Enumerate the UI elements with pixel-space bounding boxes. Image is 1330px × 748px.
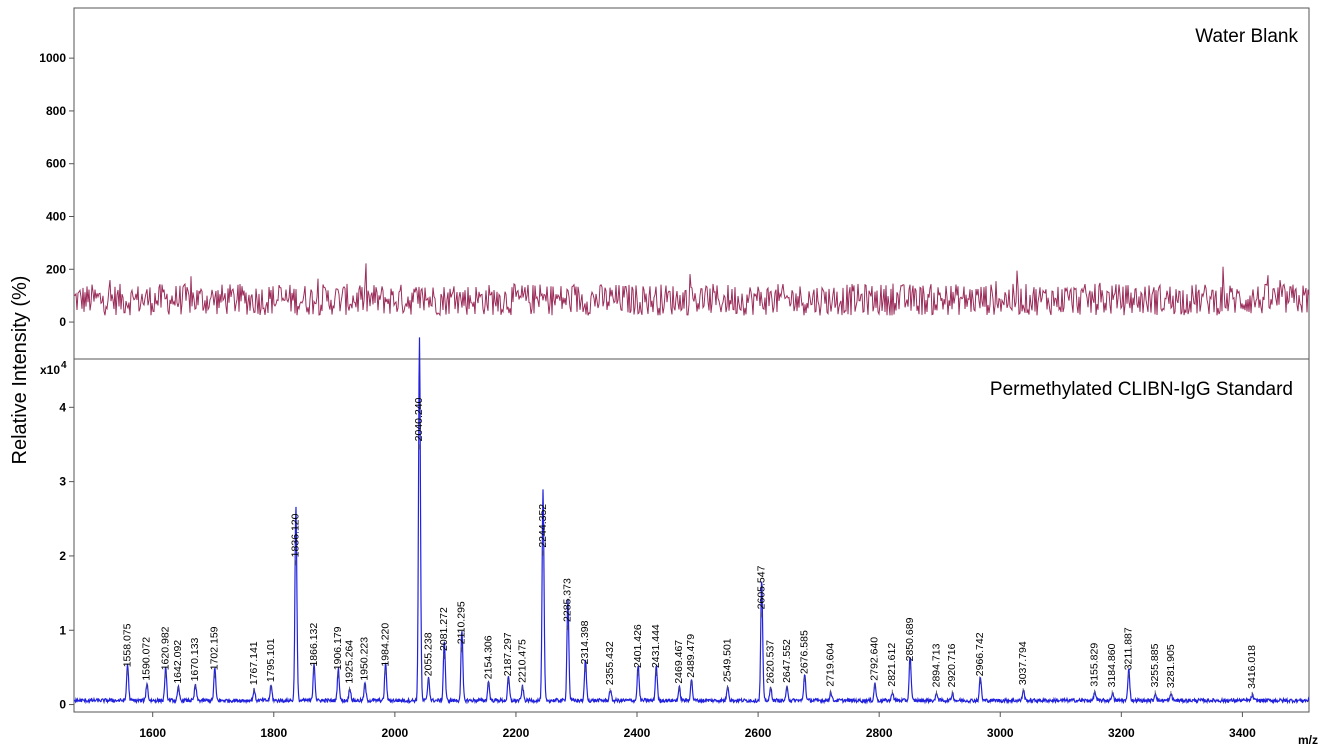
peak-label: 2966.742 — [974, 632, 986, 676]
peak-label: 2110.295 — [456, 601, 468, 644]
peak-label: 1670.133 — [189, 637, 201, 681]
peak-label: 2285.373 — [562, 578, 574, 622]
y-exponent-base: x10 — [40, 363, 60, 377]
bottom-ytick-label: 1 — [59, 623, 66, 637]
peak-label: 2792.640 — [869, 637, 881, 681]
peak-label: 1558.075 — [121, 623, 133, 667]
top-ytick-label: 0 — [59, 315, 66, 329]
peak-label: 1620.982 — [159, 626, 171, 670]
bottom-y-axis: 0 1 2 3 4 — [59, 400, 74, 712]
peak-label: 2469.467 — [673, 640, 685, 684]
peak-label: 1590.072 — [141, 637, 153, 681]
xtick-label: 3400 — [1229, 726, 1256, 740]
peak-label: 2055.238 — [422, 632, 434, 676]
peak-label: 1950.223 — [359, 637, 371, 681]
xtick-label: 2200 — [503, 726, 530, 740]
peak-label: 2850.689 — [904, 617, 916, 661]
peak-label: 1836.120 — [290, 513, 302, 557]
peak-label: 2081.272 — [438, 607, 450, 651]
peak-label: 3211.887 — [1123, 627, 1135, 670]
peak-label: 1767.141 — [248, 641, 260, 685]
y-axis-label: Relative Intensity (%) — [9, 276, 31, 465]
peak-label: 3155.829 — [1089, 643, 1101, 687]
bottom-ytick-label: 4 — [59, 400, 66, 414]
peak-label: 2549.501 — [722, 638, 734, 682]
bottom-panel-title: Permethylated CLIBN-IgG Standard — [990, 379, 1293, 400]
peak-label: 2355.432 — [604, 641, 616, 685]
peak-label: 2040.240 — [413, 397, 425, 441]
peak-label: 3416.018 — [1246, 645, 1258, 689]
bottom-ytick-label: 0 — [59, 698, 66, 712]
peak-label: 1984.220 — [379, 623, 391, 667]
top-ytick-label: 600 — [46, 157, 66, 171]
top-ytick-label: 200 — [46, 262, 66, 276]
peak-label: 1925.264 — [344, 640, 356, 684]
peak-label: 2821.612 — [886, 643, 898, 687]
xtick-label: 3200 — [1108, 726, 1135, 740]
xtick-label: 1600 — [139, 726, 166, 740]
peak-label: 2431.444 — [650, 624, 662, 668]
peak-label: 1906.179 — [332, 626, 344, 670]
xtick-label: 2600 — [745, 726, 772, 740]
peak-label: 2647.552 — [781, 639, 793, 683]
peak-label: 3255.885 — [1149, 643, 1161, 687]
peak-label: 2920.716 — [946, 643, 958, 687]
x-axis: 1600 1800 2000 2200 2400 2600 2800 3000 3200 3400 — [139, 712, 1256, 740]
peak-label: 2314.398 — [579, 620, 591, 664]
peak-label: 1795.101 — [265, 638, 277, 682]
xtick-label: 2400 — [624, 726, 651, 740]
peak-label: 2620.537 — [765, 640, 777, 684]
peak-label: 3184.860 — [1106, 643, 1118, 687]
peak-label: 3037.794 — [1017, 641, 1029, 685]
peak-label: 2489.479 — [685, 634, 697, 678]
peak-label: 2401.426 — [632, 624, 644, 668]
igg-spectrum-trace — [73, 337, 1310, 705]
peak-label: 1642.092 — [172, 640, 184, 684]
top-panel-title: Water Blank — [1195, 26, 1298, 47]
top-y-axis: 0 200 400 600 800 1000 — [39, 51, 74, 329]
peak-label: 1866.132 — [308, 623, 320, 667]
xtick-label: 2800 — [866, 726, 893, 740]
top-ytick-label: 400 — [46, 209, 66, 223]
peak-label: 3281.905 — [1165, 644, 1177, 688]
top-ytick-label: 800 — [46, 104, 66, 118]
water-blank-trace — [73, 263, 1310, 317]
y-exponent-power: 4 — [61, 360, 67, 371]
peak-label: 1702.159 — [209, 626, 221, 670]
top-ytick-label: 1000 — [39, 51, 66, 65]
peak-labels: 1558.075 1590.072 1620.982 1642.092 1670.133… — [121, 397, 1258, 697]
peak-label: 2676.585 — [798, 630, 810, 674]
plot-frame — [73, 7, 1310, 713]
bottom-ytick-label: 3 — [59, 475, 66, 489]
xtick-label: 3000 — [987, 726, 1014, 740]
peak-label: 2187.297 — [502, 632, 514, 676]
peak-label: 2605.547 — [755, 565, 767, 609]
peak-label: 2894.713 — [931, 643, 943, 687]
peak-label: 2154.306 — [482, 635, 494, 679]
peak-label: 2210.475 — [516, 639, 528, 683]
x-axis-label: m/z — [1298, 733, 1318, 747]
xtick-label: 1800 — [260, 726, 287, 740]
xtick-label: 2000 — [382, 726, 409, 740]
peak-label: 2244.352 — [537, 504, 549, 548]
peak-label: 2719.604 — [825, 643, 837, 687]
bottom-ytick-label: 2 — [59, 549, 66, 563]
